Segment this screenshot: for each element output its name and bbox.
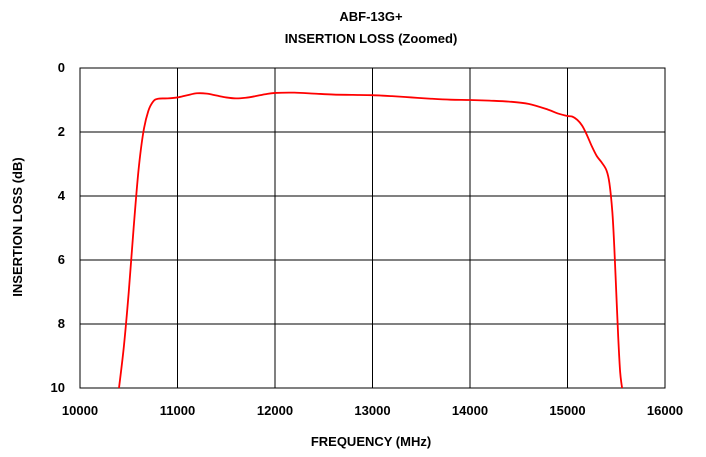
y-tick-label: 8	[58, 316, 65, 331]
y-tick-labels: 0 2 4 6 8 10	[51, 60, 66, 395]
x-tick-labels: 10000 11000 12000 13000 14000 15000 16000	[62, 403, 683, 418]
series-layer	[118, 91, 623, 389]
y-tick-label: 0	[58, 60, 65, 75]
y-tick-label: 2	[58, 124, 65, 139]
insertion-loss-line	[118, 91, 623, 389]
plot-frame	[79, 67, 666, 389]
chart-title: ABF-13G+	[339, 9, 403, 24]
chart-subtitle: INSERTION LOSS (Zoomed)	[285, 31, 458, 46]
x-axis-label: FREQUENCY (MHz)	[311, 434, 431, 449]
y-tick-label: 6	[58, 252, 65, 267]
y-tick-label: 4	[58, 188, 66, 203]
y-axis-label: INSERTION LOSS (dB)	[10, 157, 25, 296]
x-tick-label: 16000	[647, 403, 683, 418]
x-tick-label: 11000	[160, 403, 195, 418]
gridlines	[79, 67, 666, 389]
x-tick-label: 15000	[549, 403, 585, 418]
x-tick-label: 13000	[354, 403, 390, 418]
x-tick-label: 10000	[62, 403, 98, 418]
x-tick-label: 12000	[257, 403, 293, 418]
x-tick-label: 14000	[452, 403, 488, 418]
y-tick-label: 10	[51, 380, 65, 395]
